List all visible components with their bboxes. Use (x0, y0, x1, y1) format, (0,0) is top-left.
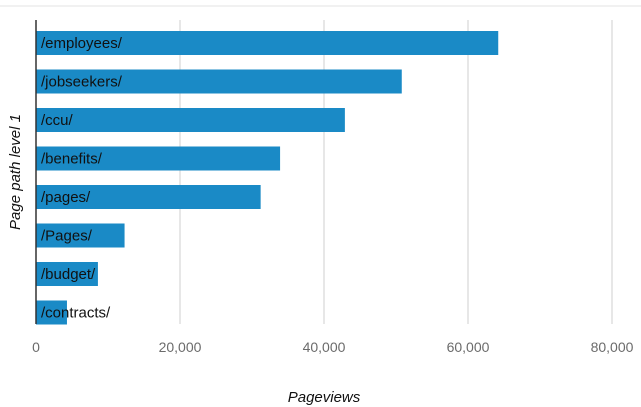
bar[interactable] (36, 300, 67, 325)
bar[interactable] (36, 185, 261, 209)
bar-label: /Pages/ (41, 228, 93, 245)
x-tick-label: 20,000 (159, 339, 202, 355)
bar[interactable] (36, 69, 402, 94)
bar[interactable] (36, 262, 98, 286)
bar-label: /budget/ (41, 266, 96, 283)
bar[interactable] (36, 31, 499, 55)
x-tick-label: 40,000 (303, 339, 346, 355)
y-axis-title: Page path level 1 (7, 114, 24, 230)
bars (36, 31, 499, 325)
x-axis-title: Pageviews (288, 389, 361, 406)
bar[interactable] (36, 108, 345, 132)
bar[interactable] (36, 146, 281, 171)
bar-label: /ccu/ (41, 112, 74, 129)
x-tick-label: 60,000 (447, 339, 490, 355)
x-tick-label: 80,000 (591, 339, 634, 355)
x-tick-label: 0 (32, 339, 40, 355)
bar-label: /jobseekers/ (41, 74, 123, 91)
x-tick-labels: 0 20,000 40,000 60,000 80,000 (32, 339, 634, 355)
bar-label: /benefits/ (41, 151, 103, 168)
grid-lines (179, 20, 613, 324)
bar-label: /employees/ (41, 35, 123, 52)
bar-label: /contracts/ (41, 305, 111, 322)
bar-label: /pages/ (41, 189, 91, 206)
bar[interactable] (36, 223, 125, 248)
bar-labels: /employees/ /jobseekers/ /ccu/ /benefits/ /p… (41, 35, 123, 322)
